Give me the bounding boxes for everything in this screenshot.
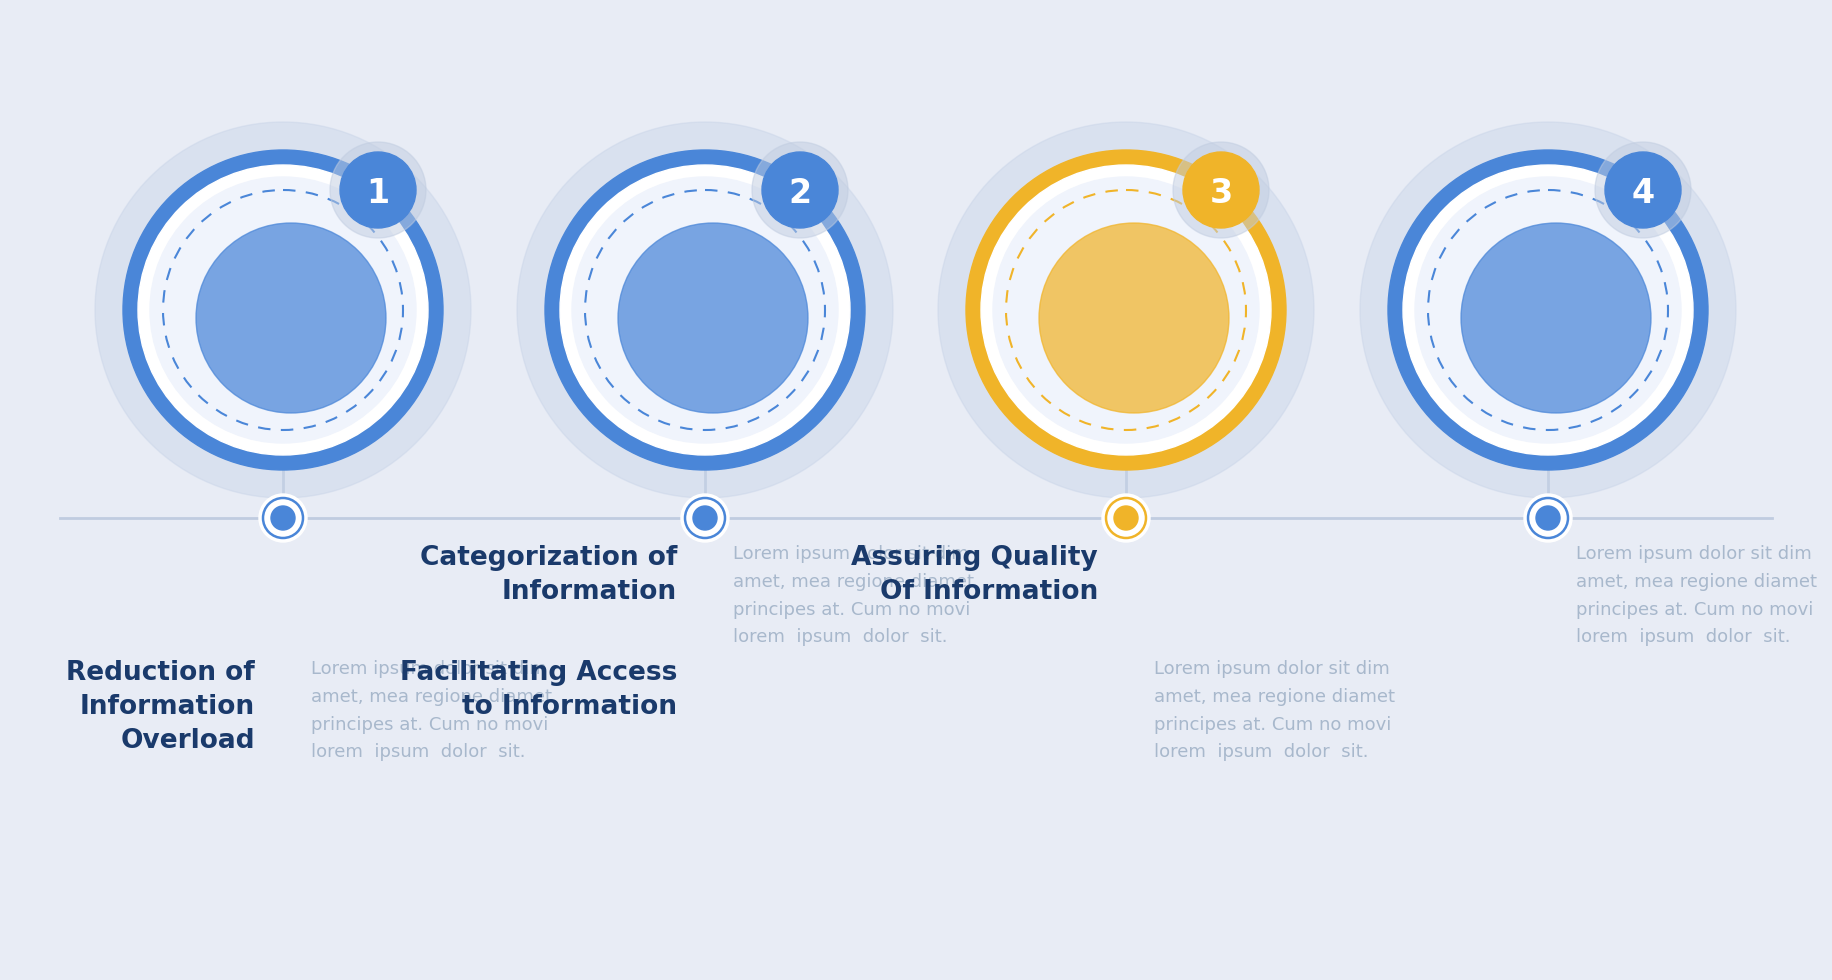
Text: 1: 1 <box>366 177 390 210</box>
Circle shape <box>561 165 850 455</box>
Circle shape <box>1596 142 1691 238</box>
Text: Categorization of
Information: Categorization of Information <box>420 545 678 605</box>
Circle shape <box>1414 177 1682 443</box>
Circle shape <box>341 152 416 228</box>
Circle shape <box>617 223 808 413</box>
Circle shape <box>1535 506 1561 530</box>
Circle shape <box>1403 165 1693 455</box>
Circle shape <box>517 122 892 498</box>
Circle shape <box>1103 494 1150 542</box>
Circle shape <box>137 165 429 455</box>
Circle shape <box>196 223 387 413</box>
Circle shape <box>1605 152 1682 228</box>
Circle shape <box>980 165 1271 455</box>
Text: Lorem ipsum dolor sit dim
amet, mea regione diamet
principes at. Cum no movi
lor: Lorem ipsum dolor sit dim amet, mea regi… <box>733 545 975 647</box>
Circle shape <box>123 150 443 470</box>
Circle shape <box>1389 150 1707 470</box>
Circle shape <box>682 494 729 542</box>
Circle shape <box>330 142 427 238</box>
Circle shape <box>1183 152 1259 228</box>
Circle shape <box>1039 223 1229 413</box>
Text: 4: 4 <box>1632 177 1654 210</box>
Circle shape <box>938 122 1314 498</box>
Circle shape <box>1524 494 1572 542</box>
Circle shape <box>1460 223 1651 413</box>
Circle shape <box>150 177 416 443</box>
Circle shape <box>1114 506 1138 530</box>
Text: Lorem ipsum dolor sit dim
amet, mea regione diamet
principes at. Cum no movi
lor: Lorem ipsum dolor sit dim amet, mea regi… <box>1154 660 1394 761</box>
Circle shape <box>544 150 865 470</box>
Text: Assuring Quality
Of Information: Assuring Quality Of Information <box>852 545 1097 605</box>
Circle shape <box>1359 122 1737 498</box>
Circle shape <box>751 142 848 238</box>
Text: Reduction of
Information
Overload: Reduction of Information Overload <box>66 660 255 754</box>
Circle shape <box>965 150 1286 470</box>
Circle shape <box>258 494 308 542</box>
Text: Facilitating Access
to Information: Facilitating Access to Information <box>399 660 678 720</box>
Circle shape <box>95 122 471 498</box>
Text: Lorem ipsum dolor sit dim
amet, mea regione diamet
principes at. Cum no movi
lor: Lorem ipsum dolor sit dim amet, mea regi… <box>311 660 551 761</box>
Circle shape <box>762 152 837 228</box>
Text: 3: 3 <box>1209 177 1233 210</box>
Circle shape <box>271 506 295 530</box>
Circle shape <box>572 177 837 443</box>
Text: Lorem ipsum dolor sit dim
amet, mea regione diamet
principes at. Cum no movi
lor: Lorem ipsum dolor sit dim amet, mea regi… <box>1576 545 1817 647</box>
Text: 2: 2 <box>788 177 812 210</box>
Circle shape <box>692 506 716 530</box>
Circle shape <box>993 177 1259 443</box>
Circle shape <box>1172 142 1270 238</box>
